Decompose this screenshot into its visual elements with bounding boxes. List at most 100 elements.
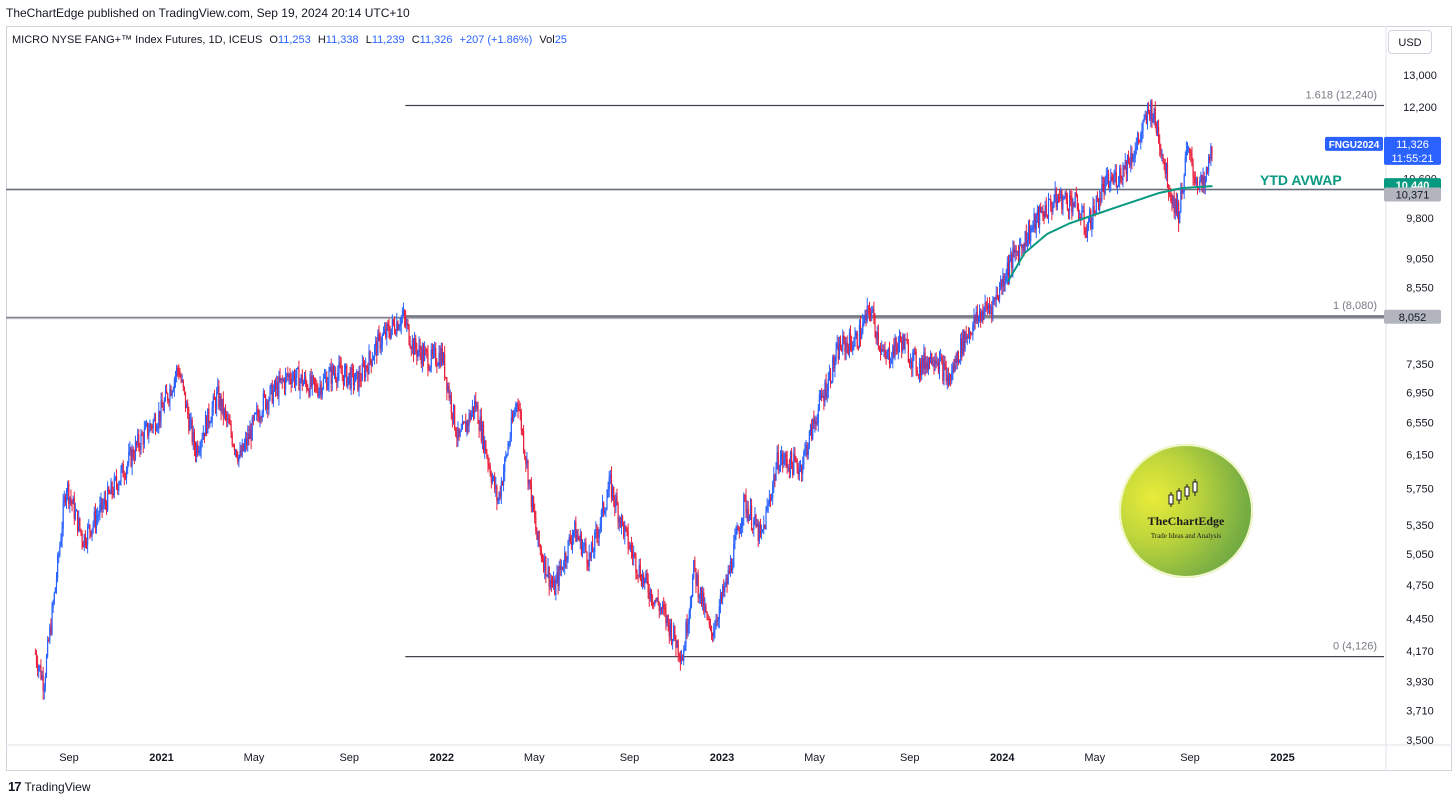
- candle-body: [203, 432, 206, 437]
- candle-body: [1146, 109, 1149, 123]
- candle-body: [363, 365, 366, 378]
- price-axis-label: 13,000: [1403, 70, 1437, 82]
- candle-body: [57, 555, 59, 579]
- candle-body: [916, 370, 918, 375]
- candle-body: [389, 333, 391, 338]
- candle-body: [1096, 196, 1099, 199]
- tradingview-logo-icon: 17: [8, 779, 22, 794]
- candle-body: [118, 484, 120, 491]
- candle-body: [718, 606, 720, 620]
- candle-body: [80, 529, 82, 533]
- candle-body: [1073, 203, 1075, 207]
- candle-body: [954, 358, 956, 372]
- candle-body: [779, 459, 782, 470]
- candle-body: [53, 592, 55, 604]
- candle-body: [1122, 165, 1124, 181]
- candle-body: [817, 408, 819, 423]
- price-axis-label: 5,050: [1406, 549, 1434, 561]
- candle-body: [150, 424, 152, 427]
- candle-body: [188, 413, 190, 431]
- candle-body: [1015, 249, 1017, 253]
- candle-body: [1111, 177, 1113, 180]
- candle-body: [606, 497, 608, 510]
- candle-body: [885, 355, 887, 359]
- candle-body: [574, 521, 576, 531]
- candle-body: [301, 374, 303, 386]
- candle-body: [256, 409, 258, 414]
- candle-body: [74, 510, 77, 519]
- currency-button[interactable]: USD: [1388, 30, 1432, 54]
- candle-body: [318, 389, 320, 396]
- candle-body: [200, 441, 202, 450]
- candle-body: [814, 420, 816, 424]
- candle-body: [571, 536, 574, 545]
- candle-body: [299, 380, 301, 391]
- candle-body: [937, 362, 939, 372]
- candle-body: [287, 373, 289, 377]
- candle-body: [436, 364, 438, 366]
- candle-body: [938, 357, 941, 372]
- candle-body: [462, 422, 465, 424]
- candle-body: [569, 537, 571, 542]
- candle-body: [36, 663, 39, 672]
- candle-body: [516, 403, 518, 405]
- candle-body: [482, 424, 485, 451]
- candle-body: [604, 511, 606, 514]
- candle-body: [103, 498, 105, 505]
- candle-body: [901, 340, 903, 352]
- candle-body: [865, 314, 867, 321]
- candle-body: [549, 580, 551, 587]
- tradingview-footer[interactable]: 17 TradingView: [8, 779, 91, 794]
- candle-body: [638, 564, 640, 576]
- candle-body: [406, 323, 408, 326]
- candle-body: [783, 460, 785, 465]
- candle-body: [738, 530, 740, 534]
- candle-body: [940, 356, 942, 358]
- candle-body: [45, 656, 48, 677]
- candle-body: [207, 408, 209, 434]
- candle-body: [39, 665, 41, 668]
- candle-body: [366, 365, 368, 368]
- candle-body: [153, 417, 155, 421]
- candle-body: [587, 562, 589, 567]
- candle-body: [312, 375, 314, 379]
- candle-body: [261, 412, 263, 418]
- candle-body: [995, 294, 997, 300]
- candle-body: [78, 517, 80, 532]
- candle-body: [630, 544, 633, 551]
- candle-body: [615, 496, 617, 508]
- candle-body: [873, 308, 875, 319]
- candle-body: [65, 491, 68, 503]
- candle-body: [544, 556, 546, 571]
- candle-body: [1157, 127, 1160, 143]
- candle-body: [1155, 123, 1157, 133]
- candle-body: [803, 451, 805, 465]
- candle-body: [172, 389, 174, 392]
- candle-body: [806, 444, 808, 456]
- change-value: +207 (+1.86%): [459, 34, 533, 46]
- candle-body: [868, 306, 871, 314]
- candle-body: [822, 395, 824, 398]
- candle-body: [801, 465, 803, 474]
- candle-body: [157, 425, 159, 430]
- candle-body: [359, 372, 361, 381]
- candle-body: [600, 510, 603, 524]
- avwap-label: YTD AVWAP: [1260, 172, 1342, 188]
- fib-level-label: 0 (4,126): [1333, 641, 1377, 653]
- candle-body: [834, 361, 836, 369]
- candle-body: [81, 532, 83, 543]
- candle-body: [471, 406, 474, 413]
- candle-body: [824, 382, 826, 402]
- candle-body: [213, 396, 216, 400]
- candle-body: [946, 375, 948, 382]
- candle-body: [1123, 165, 1125, 170]
- candle-body: [970, 331, 972, 335]
- candle-body: [293, 373, 296, 385]
- candle-body: [424, 349, 426, 361]
- candle-body: [675, 639, 677, 648]
- candle-body: [725, 577, 727, 585]
- candle-body: [911, 360, 913, 369]
- candle-body: [841, 349, 843, 351]
- candle-body: [313, 378, 316, 385]
